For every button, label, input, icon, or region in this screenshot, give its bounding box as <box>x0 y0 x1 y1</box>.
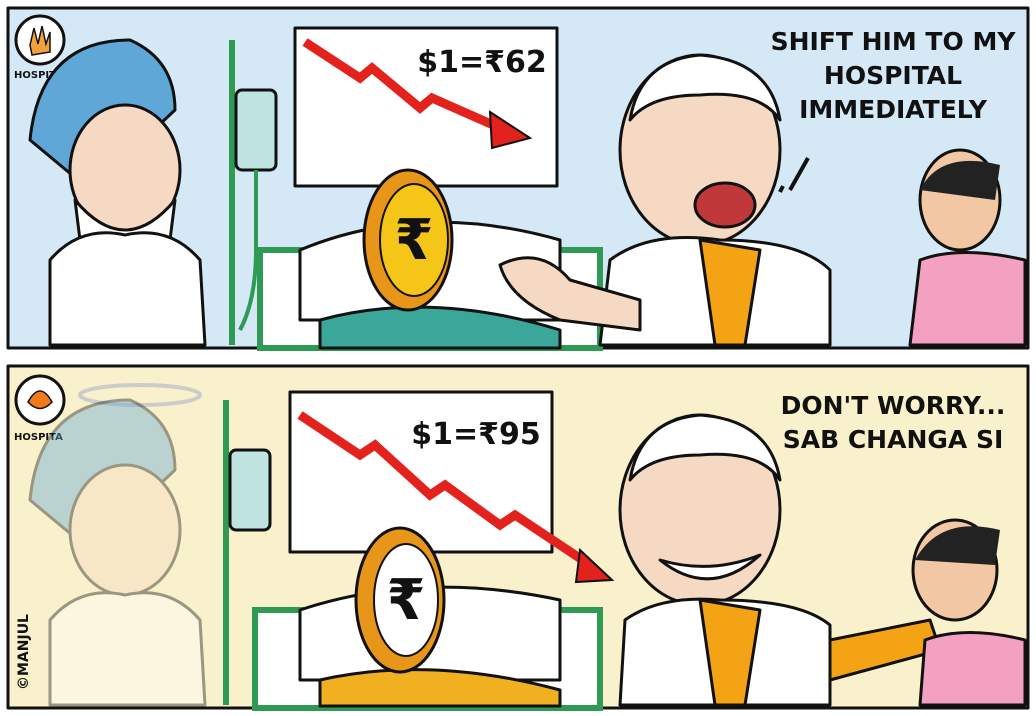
speech-line: HOSPITAL <box>824 61 962 90</box>
coin-symbol: ₹ <box>387 568 426 633</box>
panel-2: HOSPITA $1=₹95 ₹ DON'T WORRY... SAB CHAN… <box>8 366 1028 708</box>
speech-line: IMMEDIATELY <box>799 95 988 124</box>
exchange-rate: $1=₹95 <box>411 417 541 452</box>
speech-line: SHIFT HIM TO MY <box>771 27 1017 56</box>
coin-symbol: ₹ <box>395 208 434 273</box>
credit: ©MANJUL <box>16 614 32 690</box>
panel-1: HOSPITA $1=₹62 ₹ SHIFT HIM T <box>8 8 1028 348</box>
speech-line: SAB CHANGA SI <box>783 425 1004 454</box>
exchange-rate: $1=₹62 <box>417 45 547 80</box>
cartoon: HOSPITA $1=₹62 ₹ SHIFT HIM T <box>0 0 1036 716</box>
chart-board <box>290 392 552 552</box>
speech-line: DON'T WORRY... <box>781 391 1006 420</box>
